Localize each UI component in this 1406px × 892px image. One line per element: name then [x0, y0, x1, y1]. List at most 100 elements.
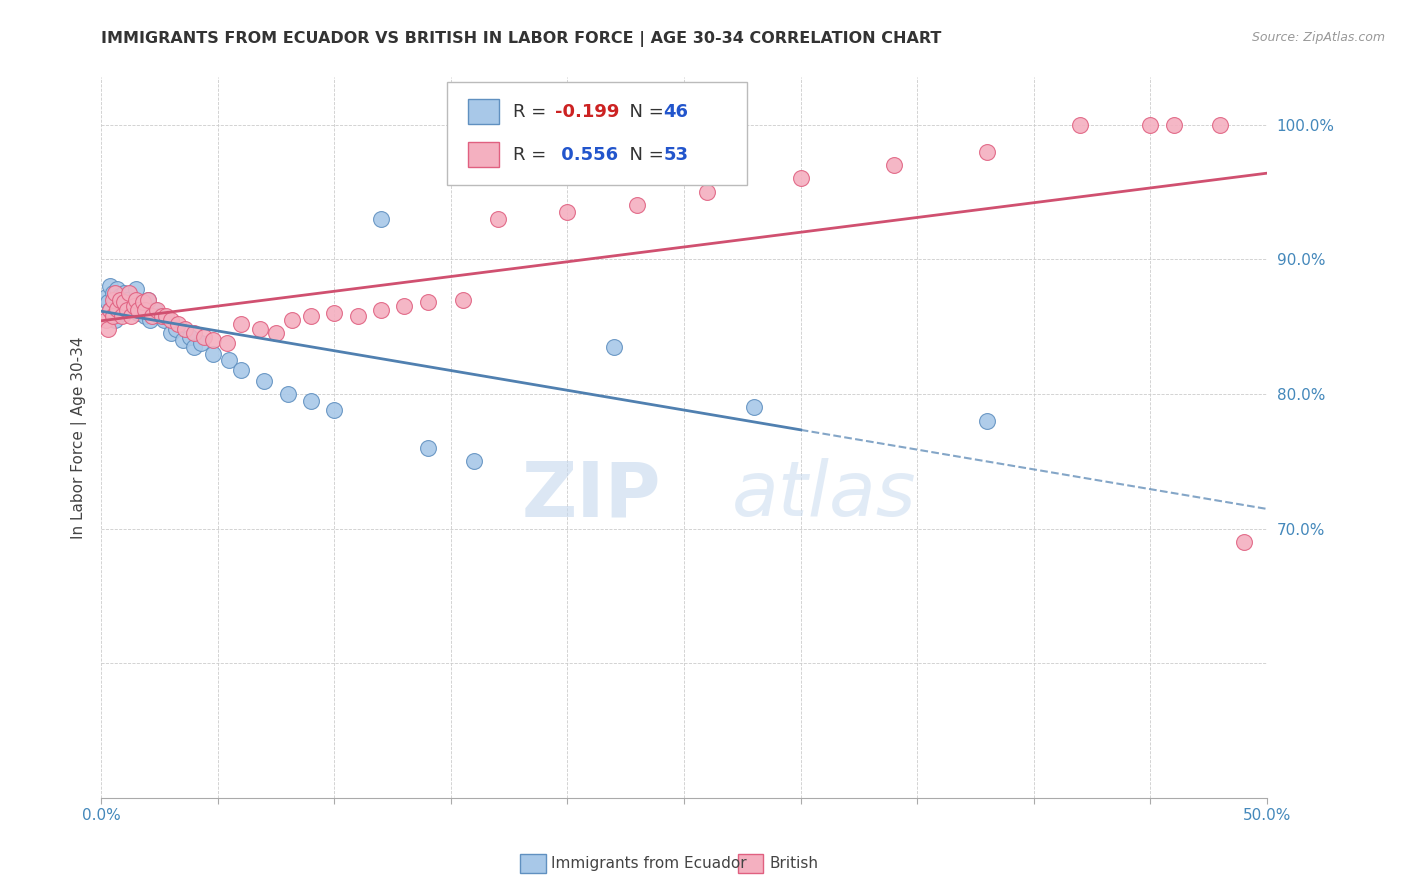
Point — [277, 387, 299, 401]
Text: IMMIGRANTS FROM ECUADOR VS BRITISH IN LABOR FORCE | AGE 30-34 CORRELATION CHART: IMMIGRANTS FROM ECUADOR VS BRITISH IN LA… — [101, 31, 942, 47]
Point — [249, 322, 271, 336]
Point — [127, 306, 149, 320]
Point — [463, 454, 485, 468]
Point — [160, 326, 183, 341]
Point — [114, 306, 136, 320]
Point — [416, 441, 439, 455]
Point — [976, 145, 998, 159]
Text: R =: R = — [513, 145, 551, 164]
Point — [122, 303, 145, 318]
FancyBboxPatch shape — [468, 99, 499, 124]
Point — [120, 295, 142, 310]
Point — [134, 303, 156, 318]
Point — [193, 330, 215, 344]
FancyBboxPatch shape — [468, 142, 499, 167]
Point — [183, 326, 205, 341]
Point — [451, 293, 474, 307]
Text: N =: N = — [619, 103, 669, 121]
Text: 53: 53 — [664, 145, 688, 164]
Point — [370, 211, 392, 226]
Point — [1069, 118, 1091, 132]
Point — [97, 322, 120, 336]
Point — [183, 340, 205, 354]
Point — [118, 285, 141, 300]
Point — [299, 393, 322, 408]
Point — [146, 303, 169, 318]
Text: R =: R = — [513, 103, 551, 121]
Point — [789, 171, 811, 186]
Point — [132, 295, 155, 310]
Point — [229, 317, 252, 331]
Point — [346, 309, 368, 323]
Point — [153, 313, 176, 327]
Point — [100, 303, 122, 318]
Point — [101, 309, 124, 323]
Point — [132, 300, 155, 314]
Point — [101, 293, 124, 307]
Text: -0.199: -0.199 — [555, 103, 619, 121]
Point — [125, 282, 148, 296]
Point — [742, 401, 765, 415]
Text: 0.556: 0.556 — [555, 145, 619, 164]
Point — [100, 279, 122, 293]
Point — [136, 293, 159, 307]
Point — [94, 290, 117, 304]
Point — [229, 362, 252, 376]
Text: ZIP: ZIP — [522, 458, 661, 533]
Text: Immigrants from Ecuador: Immigrants from Ecuador — [551, 856, 747, 871]
Point — [202, 333, 225, 347]
Point — [299, 309, 322, 323]
Point — [174, 322, 197, 336]
Point — [134, 309, 156, 323]
Text: N =: N = — [619, 145, 669, 164]
Point — [111, 298, 134, 312]
Point — [172, 333, 194, 347]
Point — [696, 185, 718, 199]
Point — [139, 313, 162, 327]
Point — [394, 300, 416, 314]
Point — [215, 335, 238, 350]
Point — [1139, 118, 1161, 132]
FancyBboxPatch shape — [447, 82, 747, 185]
Point — [264, 326, 287, 341]
Point — [1233, 535, 1256, 549]
Point — [323, 306, 346, 320]
Point — [160, 313, 183, 327]
Point — [416, 295, 439, 310]
Point — [104, 285, 127, 300]
Point — [155, 309, 177, 323]
Point — [114, 295, 136, 310]
Point — [107, 282, 129, 296]
FancyBboxPatch shape — [738, 854, 763, 873]
Point — [141, 309, 163, 323]
FancyBboxPatch shape — [520, 854, 546, 873]
Point — [1209, 118, 1232, 132]
Text: British: British — [769, 856, 818, 871]
Point — [976, 414, 998, 428]
Point — [115, 303, 138, 318]
Point — [122, 300, 145, 314]
Point — [143, 303, 166, 318]
Point — [127, 303, 149, 318]
Point — [281, 313, 304, 327]
Point — [107, 302, 129, 317]
Y-axis label: In Labor Force | Age 30-34: In Labor Force | Age 30-34 — [72, 336, 87, 539]
Text: 46: 46 — [664, 103, 688, 121]
Text: atlas: atlas — [731, 458, 917, 533]
Point — [108, 293, 131, 307]
Point — [101, 285, 124, 300]
Text: Source: ZipAtlas.com: Source: ZipAtlas.com — [1251, 31, 1385, 45]
Point — [167, 317, 190, 331]
Point — [115, 293, 138, 307]
Point — [370, 303, 392, 318]
Point — [253, 374, 276, 388]
Point — [97, 295, 120, 310]
Point — [1163, 118, 1185, 132]
Point — [148, 309, 170, 323]
Point — [104, 313, 127, 327]
Point — [107, 302, 129, 317]
Point — [165, 322, 187, 336]
Point — [486, 211, 509, 226]
Point — [218, 353, 240, 368]
Point — [626, 198, 648, 212]
